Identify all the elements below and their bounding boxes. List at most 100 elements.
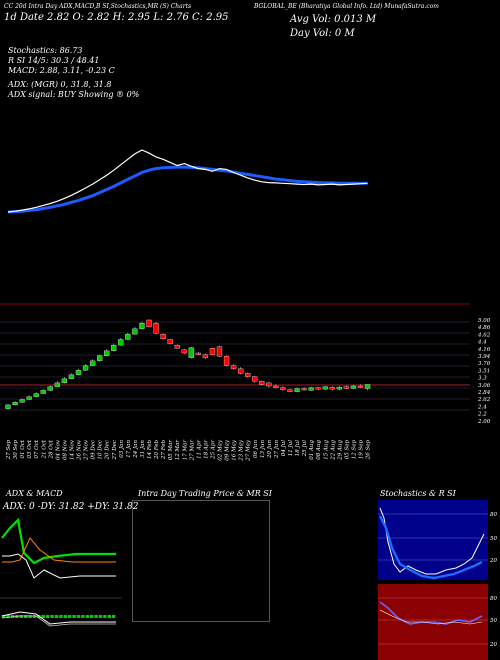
- date-tick-label: 11 Jul: [288, 440, 294, 456]
- ema-short-line: [7, 149, 368, 213]
- adx-minus-di-line: [2, 537, 116, 563]
- date-tick-label: 08 Aug: [316, 440, 322, 460]
- candle-body: [280, 387, 286, 390]
- macd-hist-bar: [50, 615, 54, 618]
- adx-macd-panel: [0, 498, 122, 658]
- date-tick-label: 25 Jul: [302, 440, 308, 457]
- adx-readout: ADX: (MGR) 0, 31.8, 31.8: [8, 80, 112, 89]
- date-tick-label: 26 Nov: [77, 439, 83, 461]
- macd-hist-bar: [46, 615, 50, 618]
- adx-signal-readout: ADX signal: BUY Showing ® 0%: [8, 90, 140, 99]
- candle-body: [82, 365, 89, 371]
- macd-hist-bar: [90, 615, 94, 618]
- candle-body: [209, 348, 216, 355]
- adx-plus-di-line: [1, 517, 116, 565]
- macd-hist-bar: [72, 615, 76, 618]
- price-tick-label: 4.4: [477, 340, 487, 346]
- rsi-tick-label: 50: [490, 618, 497, 624]
- candle-body: [322, 386, 328, 390]
- macd-hist-bar: [68, 615, 72, 618]
- candle-body: [89, 360, 96, 366]
- candle-body: [146, 319, 152, 328]
- macd-hist-bar: [63, 615, 67, 618]
- date-tick-label: 03 Jan: [119, 440, 125, 458]
- candle-body: [54, 382, 60, 387]
- date-tick-label: 27 Sep: [6, 440, 12, 461]
- avg-volume: Avg Vol: 0.013 M: [290, 14, 377, 25]
- date-tick-label: 04 Nov: [55, 439, 61, 460]
- candle-body: [153, 322, 159, 334]
- date-tick-label: 18 Jul: [295, 440, 301, 456]
- date-tick-label: 25 Apr: [210, 440, 216, 460]
- date-tick-label: 16 May: [232, 439, 238, 461]
- date-tick-label: 27 Nov: [84, 439, 90, 461]
- candle-body: [181, 349, 187, 354]
- price-tick-label: 3.76: [478, 361, 491, 367]
- candle-body: [259, 381, 265, 385]
- date-tick-label: 23 May: [239, 439, 245, 462]
- date-tick-label: 09 May: [225, 439, 231, 461]
- price-tick-label: 2.4: [477, 404, 487, 410]
- candle-body: [301, 388, 307, 391]
- stoch-k-line: [379, 507, 485, 575]
- candle-body: [315, 387, 321, 390]
- stochastics-readout: Stochastics: 86.73: [8, 46, 83, 55]
- date-tick-label: 20 Feb: [154, 440, 160, 461]
- macd-hist-bar: [54, 615, 59, 618]
- date-tick-label: 07 Oct: [34, 439, 40, 458]
- macd-hist-bar: [107, 615, 111, 618]
- macd-line: [1, 611, 116, 625]
- date-tick-label: 05 Mar: [168, 440, 174, 461]
- stoch-tick-label: 20: [489, 558, 497, 564]
- macd-hist-bar: [98, 615, 103, 618]
- price-tick-label: 3.51: [478, 368, 490, 374]
- price-tick-label: 3.3: [478, 376, 487, 382]
- price-tick-label: 4.86: [477, 325, 491, 331]
- candle-body: [75, 370, 82, 375]
- date-tick-label: 27 Feb: [161, 440, 167, 461]
- candle-body: [104, 350, 110, 356]
- macd-hist-bar: [112, 615, 116, 618]
- date-tick-label: 11 Apr: [196, 440, 202, 459]
- macd-hist-bar: [94, 615, 98, 618]
- date-tick-label: 15 Aug: [323, 440, 329, 460]
- date-tick-label: 14 Nov: [69, 439, 75, 460]
- candle-body: [343, 386, 350, 389]
- macd-hist-bar: [41, 615, 45, 618]
- price-tick-label: 3.06: [478, 383, 491, 389]
- date-tick-label: 12 Mar: [175, 440, 181, 461]
- price-tick-label: 2.00: [477, 419, 491, 425]
- candle-body: [216, 346, 223, 357]
- date-tick-label: 06 Jun: [253, 440, 259, 458]
- candle-body: [33, 393, 39, 397]
- candle-body: [308, 387, 314, 391]
- candle-body: [111, 344, 117, 351]
- date-tick-label: 09 Dec: [91, 440, 97, 460]
- macd-hist-bar: [59, 615, 63, 618]
- rsi-tick-label: 80: [490, 596, 497, 602]
- candle-body: [5, 404, 11, 409]
- candle-body: [357, 385, 364, 388]
- price-tick-label: 4.16: [477, 347, 491, 353]
- rsi-signal-line: [379, 609, 483, 625]
- candle-body: [12, 402, 18, 406]
- intraday-panel: [132, 500, 270, 622]
- candle-body: [167, 339, 173, 344]
- date-tick-label: 08 Nov: [62, 439, 68, 460]
- date-tick-label: 17 Jan: [126, 440, 132, 458]
- date-tick-label: 31 Jan: [140, 440, 146, 458]
- candle-body: [230, 365, 237, 369]
- candle-body: [287, 389, 293, 392]
- candle-body: [139, 322, 145, 329]
- date-tick-label: 02 May: [218, 439, 224, 461]
- date-tick-label: 29 Aug: [337, 440, 343, 461]
- candle-body: [223, 355, 230, 366]
- candle-body: [174, 344, 180, 349]
- macd-readout: MACD: 2.88, 3.11, -0.23 C: [8, 66, 115, 75]
- macd-hist-bar: [19, 615, 23, 618]
- date-tick-label: 27 Dec: [112, 440, 118, 461]
- date-tick-label: 26 Sep: [366, 440, 372, 461]
- date-tick-label: 22 Aug: [330, 440, 336, 461]
- macd-hist-bar: [81, 615, 85, 618]
- price-tick-label: 2.84: [477, 390, 491, 396]
